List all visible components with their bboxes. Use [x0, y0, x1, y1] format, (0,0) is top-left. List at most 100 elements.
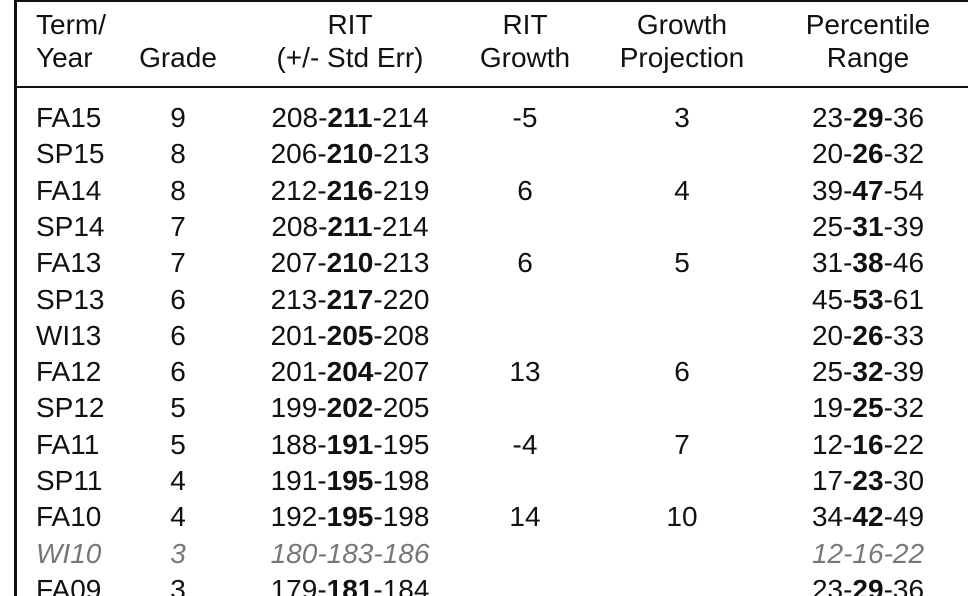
term: SP12 [36, 392, 105, 424]
percentile-low: 23 [811, 102, 844, 133]
percentile-mid: 42 [852, 501, 884, 533]
separator [317, 501, 326, 532]
grade: 6 [170, 283, 186, 315]
percentile: 17 2330 [748, 463, 968, 499]
rit-low: 201 [270, 319, 318, 351]
growth-projection: 10 [666, 501, 698, 533]
percentile-high: 33 [884, 320, 924, 351]
table-row: FA14 8 212216219 6 4 394754 [0, 173, 968, 209]
rit-low: 199 [270, 392, 318, 424]
percentile: 394754 [748, 173, 968, 209]
percentile-high: 39 [884, 211, 924, 242]
percentile-mid: 25 [852, 392, 884, 424]
term: FA14 [36, 174, 102, 206]
column-header: Grade [58, 41, 298, 74]
rit-high: 219 [373, 175, 429, 206]
term: FA09 [36, 573, 102, 596]
header-line: RIT [327, 9, 373, 40]
rit-low: 206 [270, 138, 318, 170]
rit-growth: 6 [517, 247, 533, 279]
percentile-mid: 23 [852, 465, 884, 496]
header-line: Term/ [36, 9, 106, 40]
percentile: 202632 [748, 136, 968, 172]
percentile-low: 12 [811, 537, 844, 569]
percentile: 253239 [748, 354, 968, 390]
rit-mid: 205 [326, 319, 374, 351]
table-row: FA11 5 188191195 -4 7 121622 [0, 427, 968, 463]
percentile: 23 2936 [748, 100, 968, 136]
rit-mid: 216 [326, 174, 374, 206]
percentile-high: 46 [884, 247, 924, 278]
growth-projection: 6 [674, 356, 690, 388]
header-line: Projection [619, 42, 745, 73]
growth-projection: 5 [674, 247, 690, 279]
rit: 201204207 [230, 354, 470, 390]
separator [317, 356, 326, 387]
separator [843, 538, 852, 569]
rit: 201205208 [230, 318, 470, 354]
percentile: 253139 [748, 209, 968, 245]
rit-mid: 195 [326, 465, 374, 496]
grade: 7 [170, 210, 186, 242]
header-line: RIT [502, 9, 548, 40]
term: FA15 [36, 102, 102, 133]
percentile-mid: 16 [852, 428, 884, 460]
separator [317, 175, 326, 206]
percentile: 455361 [748, 282, 968, 318]
header-line: Range [826, 42, 910, 73]
rit-mid: 204 [326, 356, 374, 388]
rit: 199202205 [230, 390, 470, 426]
table-row: WI10 3 180183186 121622 [0, 536, 968, 572]
growth-projection: 4 [674, 174, 690, 206]
percentile-mid: 47 [852, 174, 884, 206]
grade: 7 [170, 247, 186, 279]
separator [317, 429, 326, 460]
rit-low: 180 [270, 537, 318, 569]
rit-mid: 210 [326, 138, 374, 170]
percentile: 313846 [748, 245, 968, 281]
table-row: SP11 4 191 195198 17 2330 [0, 463, 968, 499]
rit: 180183186 [230, 536, 470, 572]
separator [318, 102, 327, 133]
term: WI13 [36, 319, 102, 351]
percentile-high: 61 [884, 284, 924, 315]
separator [317, 392, 326, 423]
separator [843, 465, 852, 496]
grade: 8 [170, 174, 186, 206]
rit: 208 211214 [230, 100, 470, 136]
rit-high: 220 [373, 284, 429, 315]
separator [843, 284, 852, 315]
rit-high: 198 [373, 465, 429, 496]
percentile-low: 20 [811, 138, 844, 170]
percentile-low: 19 [811, 392, 844, 424]
rit: 213217220 [230, 282, 470, 318]
term: FA12 [36, 356, 102, 388]
rit-mid: 211 [327, 102, 373, 133]
rit-low: 188 [270, 428, 318, 460]
term: SP15 [36, 138, 105, 170]
term: FA10 [36, 501, 102, 533]
separator [317, 465, 326, 496]
rit-low: 191 [270, 465, 318, 496]
column-header: Term/Year [36, 8, 106, 74]
percentile-low: 25 [811, 210, 844, 242]
table-row: FA10 4 192195198 14 10 344249 [0, 499, 968, 535]
table-row: FA12 6 201204207 13 6 253239 [0, 354, 968, 390]
column-header: RIT Growth [405, 8, 645, 74]
table-row: FA15 9 208 211214 -5 3 23 2936 [0, 100, 968, 136]
header-line: Growth [636, 9, 728, 40]
term: SP14 [36, 210, 105, 242]
rit: 179 181184 [230, 572, 470, 596]
rit-mid: 191 [326, 428, 374, 460]
separator [843, 211, 852, 242]
rit-mid: 195 [326, 501, 374, 533]
rit-low: 212 [270, 174, 318, 206]
term: WI10 [36, 537, 102, 569]
rit: 206210213 [230, 136, 470, 172]
rit: 192195198 [230, 499, 470, 535]
header-line: (+/- Std Err) [276, 42, 424, 73]
header-line: Grade [139, 42, 217, 73]
rit-low: 208 [271, 102, 319, 133]
separator [317, 284, 326, 315]
grade: 5 [170, 428, 186, 460]
